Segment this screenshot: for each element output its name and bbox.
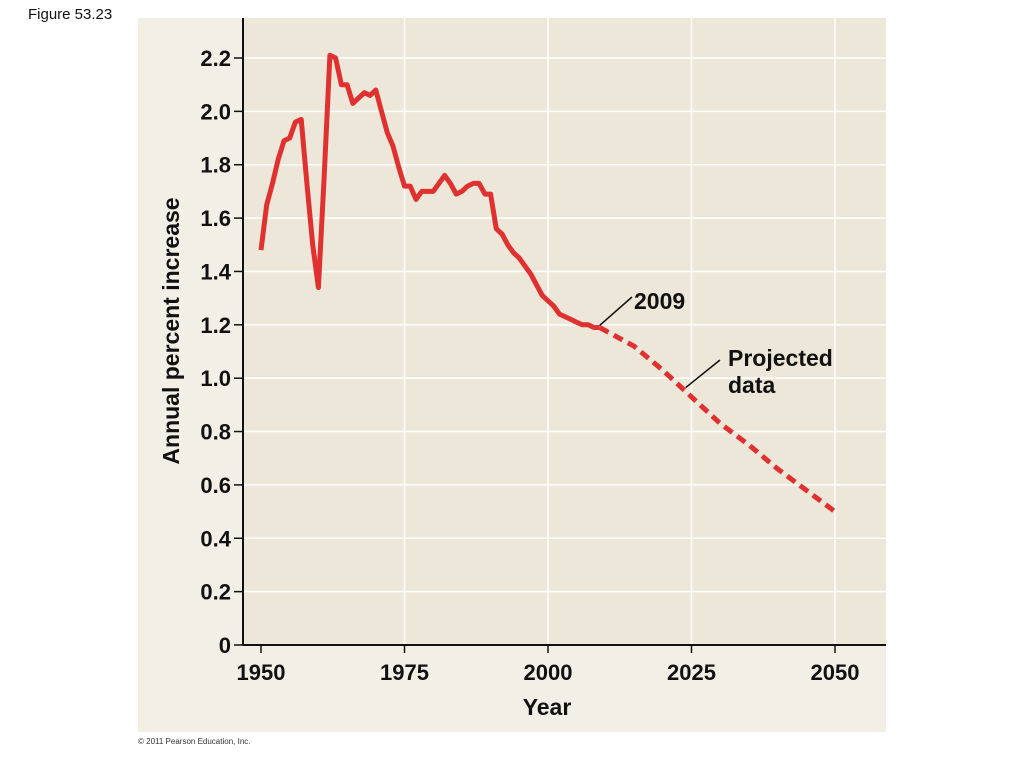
figure-label: Figure 53.23	[28, 6, 113, 23]
annotation-2009: 2009	[634, 288, 685, 314]
data-series	[258, 52, 837, 514]
y-tick-label: 1.4	[200, 259, 231, 284]
y-axis-title: Annual percent increase	[158, 197, 184, 464]
annotation-leader-projected	[685, 359, 721, 389]
y-tick-label: 0.6	[200, 473, 231, 498]
grid-lines	[243, 18, 886, 645]
x-tick-label: 2050	[811, 660, 860, 685]
x-axis-title: Year	[523, 694, 572, 720]
plot-area	[243, 18, 886, 645]
axes	[234, 18, 886, 653]
x-tick-label: 1975	[380, 660, 429, 685]
x-tick-label: 2000	[524, 660, 573, 685]
annotation-line: data	[728, 372, 776, 398]
x-tick-label: 2025	[667, 660, 716, 685]
y-tick-label: 0.4	[200, 526, 231, 551]
x-tick-label: 1950	[237, 660, 286, 685]
historical-series-line	[258, 52, 600, 330]
y-tick-label: 1.8	[200, 153, 231, 178]
y-tick-labels: 0 0.2 0.4 0.6 0.8 1.0 1.2 1.4 1.6 1.8 2.0 2.2	[200, 46, 231, 658]
y-tick-label: 1.6	[200, 206, 231, 231]
projected-series-line	[598, 325, 837, 514]
annotation-projected-data: Projected data	[728, 345, 833, 398]
y-tick-label: 0.8	[200, 420, 231, 445]
annotation-leader-2009	[599, 296, 633, 327]
y-tick-label: 0	[219, 633, 231, 658]
annotation-line: Projected	[728, 345, 833, 371]
y-tick-label: 1.0	[200, 366, 231, 391]
y-tick-label: 2.2	[200, 46, 231, 71]
x-tick-labels: 1950 1975 2000 2025 2050	[237, 660, 860, 685]
y-tick-label: 0.2	[200, 580, 231, 605]
y-tick-label: 1.2	[200, 313, 231, 338]
copyright-notice: © 2011 Pearson Education, Inc.	[138, 737, 251, 746]
annotations: 2009 Projected data	[599, 288, 833, 398]
y-tick-label: 2.0	[200, 99, 231, 124]
